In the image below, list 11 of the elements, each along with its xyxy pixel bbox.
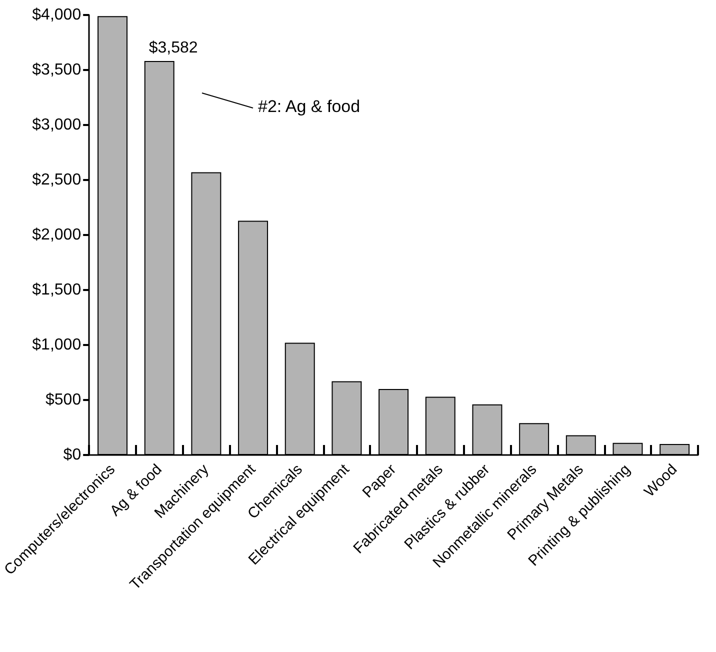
y-tick-label: $1,000 [32, 336, 82, 354]
y-tick-label: $0 [63, 446, 82, 464]
y-tick-label: $4,000 [32, 6, 82, 24]
y-tick-label: $1,500 [32, 282, 82, 298]
annotation: #2: Ag & food [258, 97, 360, 116]
y-tick-label: $500 [46, 392, 82, 408]
y-tick-label: $3,500 [32, 62, 82, 78]
y-tick-label: $2,500 [32, 172, 82, 188]
y-tick-label: $3,000 [32, 116, 82, 134]
y-tick-label: $2,000 [32, 226, 82, 244]
data-label: $3,582 [148, 39, 198, 56]
